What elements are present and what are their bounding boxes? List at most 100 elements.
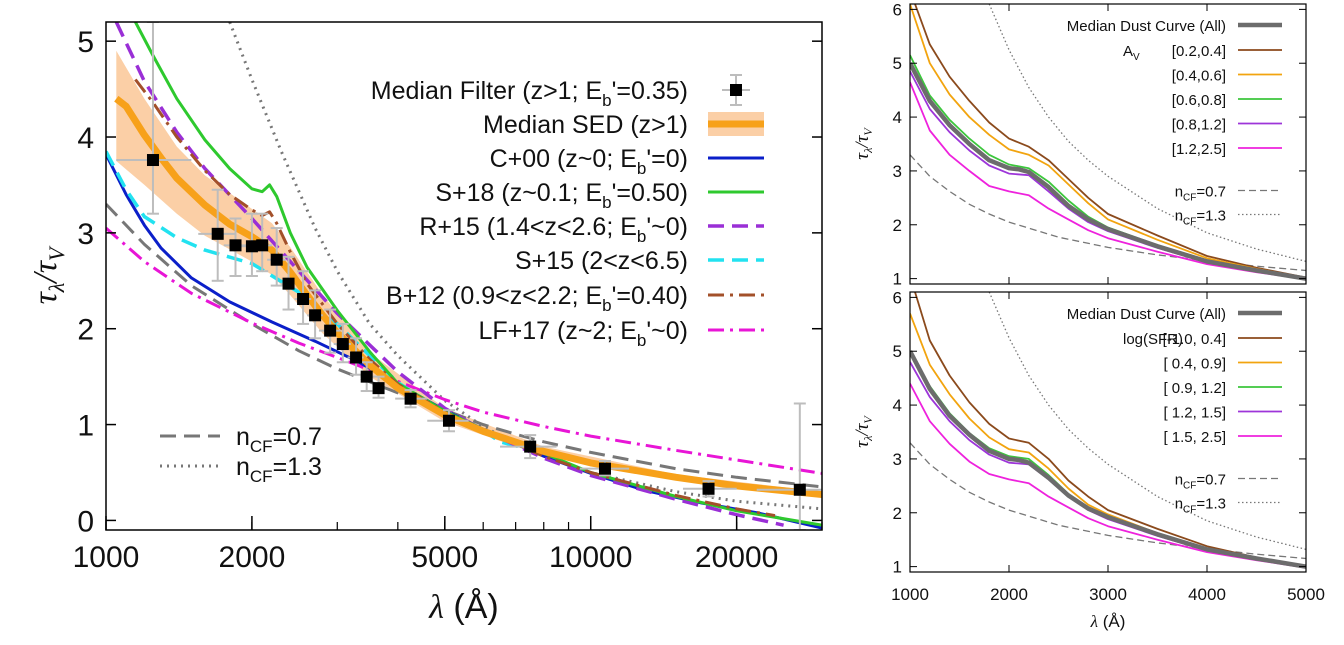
median-filter-point <box>324 324 337 337</box>
legend-label-ncf07: nCF=0.7 <box>1175 472 1226 492</box>
x-tick-label: 1000 <box>73 541 140 574</box>
y-tick-label: 2 <box>77 314 94 347</box>
legend-label-bin3: [0.6,0.8] <box>1172 92 1226 109</box>
y-tick-label: 1 <box>77 410 94 443</box>
x-tick-label: 10000 <box>549 541 632 574</box>
series-b12 <box>134 78 776 518</box>
top-right-chart: 1 2 3 4 5 6 τλ/τV Median Dust Curve (All) AV [0.2… <box>852 0 1307 289</box>
x-tick-label: 4000 <box>1188 585 1226 604</box>
legend-label-ncf13: nCF=1.3 <box>1175 208 1226 228</box>
series-bin1 <box>914 4 1306 279</box>
series-bin5 <box>910 383 1306 569</box>
series-bin3 <box>910 54 1306 280</box>
legend-label-ncf13: nCF=1.3 <box>1175 496 1226 516</box>
y-axis-label: τλ/τV <box>27 245 69 304</box>
median-filter-point <box>256 239 269 252</box>
legend-label-bin1: [0.2,0.4] <box>1172 43 1226 60</box>
legend-label-median_filter: Median Filter (z>1; Eb'=0.35) <box>371 77 688 110</box>
top-chart-legend: Median Dust Curve (All) AV [0.2,0.4] [0.4,0… <box>1067 18 1282 228</box>
x-tick-label: 2000 <box>219 541 286 574</box>
legend-label-lf17: LF+17 (z~2; Eb'~0) <box>478 317 688 350</box>
legend-label-r15: R+15 (1.4<z<2.6; Eb'~0) <box>419 213 688 246</box>
median-filter-point <box>336 338 349 351</box>
y-tick-label: 1 <box>893 558 902 577</box>
series-ncf07 <box>910 154 1306 272</box>
y-tick-label: 6 <box>893 0 902 19</box>
legend-label-c00: C+00 (z~0; Eb'=0) <box>490 145 688 178</box>
x-tick-label: 5000 <box>411 541 478 574</box>
main-frame <box>105 21 823 531</box>
legend-label-ncf07: nCF=0.7 <box>236 423 322 456</box>
y-tick-label: 4 <box>893 108 902 127</box>
series-bin5 <box>910 81 1306 281</box>
median-filter-point <box>245 240 258 253</box>
legend-label-median_all: Median Dust Curve (All) <box>1067 18 1226 35</box>
x-tick-label: 1000 <box>891 585 929 604</box>
top-chart-plot-area <box>910 4 1306 281</box>
median-filter-point <box>282 277 295 290</box>
series-ncf07 <box>106 203 822 489</box>
bottom-chart-legend: Median Dust Curve (All) log(SFR)[-1.0, 0.… <box>1067 306 1282 516</box>
series-median_all <box>910 62 1306 281</box>
y-tick-label: 5 <box>77 26 94 59</box>
median-filter-point <box>598 462 611 475</box>
x-tick-label: 2000 <box>990 585 1028 604</box>
median-filter-point <box>360 370 373 383</box>
y-tick-label: 4 <box>77 122 94 155</box>
y-tick-label: 2 <box>893 504 902 523</box>
bottom-right-chart: 1 2 3 4 5 6 1000 2000 3000 4000 5000 λ (Å) τλ/τV Medi… <box>852 288 1325 631</box>
median-filter-point <box>793 483 806 496</box>
x-axis-label: λ (Å) <box>428 588 499 626</box>
series-median_all <box>910 350 1306 569</box>
legend-swatch-median_filter <box>730 84 742 96</box>
y-tick-label: 3 <box>893 162 902 181</box>
y-axis-label: τλ/τV <box>852 415 875 448</box>
series-ncf07 <box>910 442 1306 560</box>
y-axis-label: τλ/τV <box>852 127 875 160</box>
legend-header: log(SFR) <box>1123 331 1183 348</box>
median-filter-point <box>702 482 715 495</box>
series-r15 <box>114 22 784 527</box>
y-tick-label: 4 <box>893 396 902 415</box>
median-filter-point <box>372 382 385 395</box>
legend-label-bin5: [ 1.5, 2.5] <box>1163 429 1226 446</box>
legend-label-ncf07: nCF=0.7 <box>1175 184 1226 204</box>
x-axis-label: λ (Å) <box>1090 612 1126 631</box>
y-tick-label: 6 <box>893 288 902 307</box>
series-bin1 <box>914 292 1306 568</box>
main-chart: 0 1 2 3 4 5 1000 2000 5000 10000 20000 λ (Å) τλ/τV Me… <box>27 21 823 626</box>
y-tick-label: 3 <box>893 450 902 469</box>
median-filter-point <box>270 253 283 266</box>
y-tick-label: 5 <box>893 342 902 361</box>
median-filter-point <box>211 227 224 240</box>
median-filter-point <box>404 392 417 405</box>
legend-header: AV <box>1123 43 1140 63</box>
legend-label-bin1: [-1.0, 0.4] <box>1163 331 1226 348</box>
x-tick-label: 3000 <box>1089 585 1127 604</box>
legend-label-bin4: [0.8,1.2] <box>1172 117 1226 134</box>
median-filter-point <box>524 440 537 453</box>
median-filter-point <box>309 309 322 322</box>
main-plot-area <box>106 22 822 530</box>
series-ncf13 <box>988 4 1306 263</box>
series-s18 <box>134 22 822 527</box>
legend-label-bin3: [ 0.9, 1.2] <box>1163 380 1226 397</box>
median-filter-point <box>146 154 159 167</box>
y-tick-label: 5 <box>893 54 902 73</box>
legend-label-bin2: [0.4,0.6] <box>1172 68 1226 85</box>
main-legend: Median Filter (z>1; Eb'=0.35)Median SED … <box>160 74 764 486</box>
median-filter-point <box>350 351 363 364</box>
median-filter-point <box>297 293 310 306</box>
series-bin2 <box>910 4 1306 279</box>
median-filter-point <box>229 239 242 252</box>
legend-label-bin2: [ 0.4, 0.9] <box>1163 356 1226 373</box>
y-tick-label: 0 <box>77 505 94 538</box>
legend-label-median_all: Median Dust Curve (All) <box>1067 306 1226 323</box>
legend-label-s15: S+15 (2<z<6.5) <box>515 247 688 275</box>
x-tick-label: 5000 <box>1287 585 1325 604</box>
legend-label-median_sed: Median SED (z>1) <box>483 111 688 139</box>
y-tick-label: 1 <box>893 270 902 289</box>
legend-label-s18: S+18 (z~0.1; Eb'=0.50) <box>435 179 688 212</box>
y-tick-label: 2 <box>893 216 902 235</box>
